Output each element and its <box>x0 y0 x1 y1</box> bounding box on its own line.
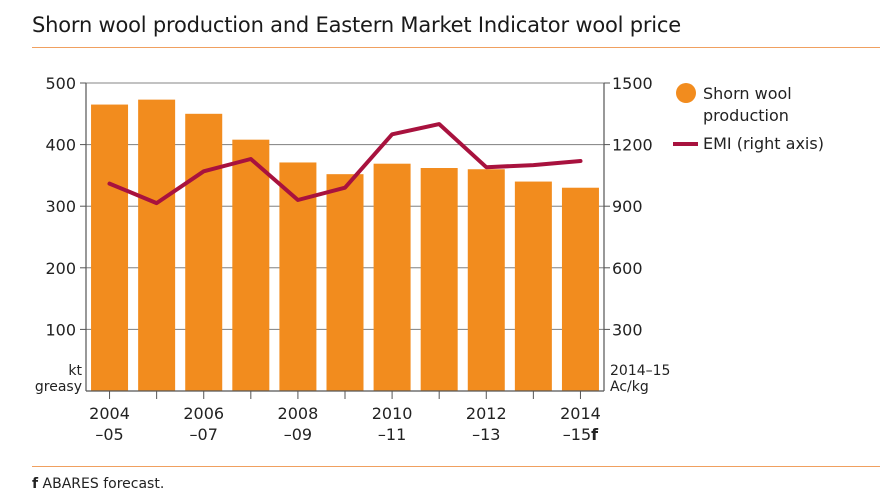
chart: 100 200 300 400 500 300 600 900 1200 1500 ktgreasy… <box>35 74 824 444</box>
right-tick-label: 900 <box>612 197 643 216</box>
bar <box>420 168 458 391</box>
left-tick-label: 300 <box>45 197 76 216</box>
footnote: f ABARES forecast. <box>32 476 164 492</box>
bar <box>561 187 599 391</box>
x-tick-label-line2: –05 <box>95 425 123 444</box>
emi-line <box>107 122 583 206</box>
x-tick-label: 2010 <box>372 404 413 423</box>
left-tick-label: 500 <box>45 74 76 93</box>
left-tick-label: 400 <box>45 136 76 155</box>
emi-line-layer <box>107 122 583 206</box>
legend-label-production: Shorn wool <box>703 84 792 103</box>
legend-label-emi: EMI (right axis) <box>703 134 824 153</box>
x-tick-label-line2: –15f <box>563 425 599 444</box>
bar <box>467 169 505 391</box>
right-tick-label: 1200 <box>612 136 653 155</box>
left-axis-unit: kt <box>68 363 82 379</box>
chart-title: Shorn wool production and Eastern Market… <box>32 13 682 37</box>
title-rule <box>32 47 880 48</box>
axis-labels: 100 200 300 400 500 300 600 900 1200 1500 ktgreasy… <box>35 74 671 444</box>
bar <box>185 113 223 392</box>
bar <box>138 99 176 391</box>
x-tick-label-line2: –09 <box>284 425 312 444</box>
x-tick-label-line2: –13 <box>472 425 500 444</box>
x-tick-label: 2012 <box>466 404 507 423</box>
footer-rule <box>32 466 880 467</box>
x-tick-label: 2008 <box>278 404 319 423</box>
legend-swatch-production <box>676 83 696 103</box>
x-tick-label: 2006 <box>183 404 224 423</box>
right-tick-label: 1500 <box>612 74 653 93</box>
right-axis-unit: 2014–15 <box>610 363 670 379</box>
bar <box>514 181 552 391</box>
x-tick-label: 2004 <box>89 404 130 423</box>
right-axis-unit: Ac/kg <box>610 379 649 395</box>
footnote-marker: f <box>32 476 39 492</box>
footnote-text: ABARES forecast. <box>38 476 165 492</box>
x-tick-label: 2014 <box>560 404 601 423</box>
axes <box>80 82 610 399</box>
bar <box>326 174 364 391</box>
legend: Shorn wool production EMI (right axis) <box>673 83 824 153</box>
x-tick-label-line2: –07 <box>190 425 218 444</box>
bar <box>91 104 129 391</box>
bars <box>91 99 599 392</box>
left-tick-label: 100 <box>45 320 76 339</box>
bar <box>373 163 411 391</box>
bar <box>232 139 270 391</box>
forecast-flag: f <box>591 425 599 444</box>
right-tick-label: 600 <box>612 259 643 278</box>
left-tick-label: 200 <box>45 259 76 278</box>
x-tick-label-line2: –11 <box>378 425 406 444</box>
right-tick-label: 300 <box>612 320 643 339</box>
left-axis-unit: greasy <box>35 379 82 395</box>
legend-label-production: production <box>703 106 789 125</box>
